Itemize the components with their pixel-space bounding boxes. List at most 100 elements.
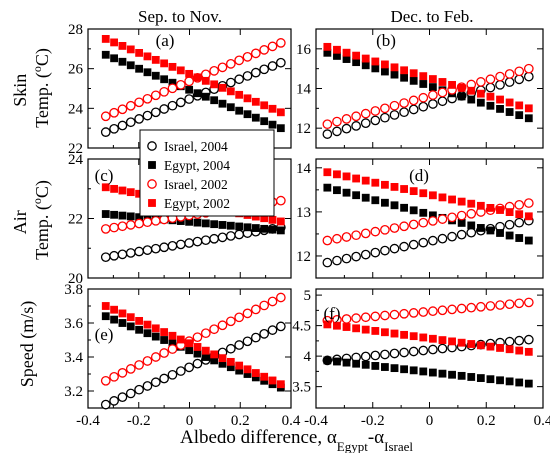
data-point — [380, 349, 390, 360]
data-point — [118, 319, 127, 327]
data-point — [371, 327, 380, 335]
data-point — [467, 221, 476, 230]
data-point — [151, 71, 160, 80]
data-point — [409, 206, 418, 215]
data-point — [135, 48, 144, 57]
data-point — [100, 224, 111, 234]
data-point — [226, 221, 235, 230]
data-point — [242, 336, 253, 347]
data-point — [400, 330, 408, 339]
x-tick-label: 0.4 — [534, 413, 550, 429]
y-tick-label: 3.6 — [64, 316, 83, 332]
data-point — [448, 195, 456, 204]
data-point — [341, 123, 352, 134]
data-point — [390, 63, 399, 72]
data-point — [389, 223, 400, 233]
data-point — [168, 331, 177, 340]
data-point — [390, 183, 399, 191]
data-point — [496, 105, 504, 113]
data-point — [360, 351, 371, 362]
data-point — [341, 114, 352, 124]
data-point — [135, 316, 144, 325]
data-point — [225, 231, 236, 241]
data-point — [485, 301, 496, 311]
data-point — [101, 183, 110, 192]
data-point — [125, 248, 136, 258]
data-point — [438, 193, 447, 202]
data-point — [390, 329, 399, 338]
data-point — [159, 373, 169, 384]
data-point — [333, 45, 341, 54]
data-point — [151, 332, 160, 341]
data-point — [437, 214, 448, 224]
data-point — [125, 117, 136, 128]
data-point — [260, 224, 269, 233]
y-tick-label: 3.4 — [64, 350, 83, 366]
series-egypt-2004 — [323, 183, 533, 245]
data-point — [400, 203, 408, 212]
data-point — [400, 365, 408, 374]
data-point — [235, 222, 244, 231]
legend-item-israel-2002: Israel, 2002 — [147, 177, 228, 192]
data-point — [268, 104, 277, 113]
data-point — [235, 361, 244, 370]
data-point — [352, 58, 361, 67]
data-point — [234, 340, 245, 350]
data-point — [485, 82, 496, 93]
y-tick-label: 28 — [68, 22, 83, 38]
data-point — [243, 94, 252, 103]
data-point — [118, 42, 127, 50]
data-point — [268, 120, 277, 129]
data-point — [409, 366, 418, 375]
data-point — [100, 252, 111, 263]
data-point — [126, 61, 135, 70]
x-tick-label: 0.4 — [282, 413, 301, 429]
x-tick-label: -0.2 — [361, 413, 385, 429]
data-point — [142, 356, 153, 366]
data-point — [168, 62, 177, 71]
data-point — [476, 374, 485, 382]
data-point — [217, 232, 228, 243]
data-point — [134, 97, 144, 108]
data-point — [322, 119, 333, 130]
data-point — [370, 311, 381, 322]
data-point — [235, 106, 244, 115]
data-point — [524, 114, 533, 123]
data-point — [428, 191, 437, 200]
data-point — [167, 83, 178, 94]
data-point — [438, 369, 447, 378]
data-point — [276, 108, 285, 117]
data-point — [504, 69, 515, 79]
data-point — [101, 210, 110, 218]
data-point — [514, 298, 525, 309]
data-point — [250, 332, 261, 343]
data-point — [150, 377, 161, 388]
data-point — [370, 247, 381, 258]
data-point — [234, 55, 245, 66]
data-point — [515, 111, 524, 120]
data-point — [408, 219, 419, 230]
data-point — [192, 236, 203, 247]
data-point — [409, 332, 418, 341]
data-point — [267, 61, 278, 71]
data-point — [160, 336, 169, 344]
y-tick-label: 13 — [296, 205, 311, 221]
panel-c: 20 22 24 (c) — [68, 152, 292, 287]
column-title-right: Dec. to Feb. — [390, 7, 473, 26]
data-point — [524, 212, 533, 221]
x-tick-label: 0.2 — [231, 413, 250, 429]
y-tick-label: 14 — [296, 161, 312, 177]
data-point — [418, 307, 429, 317]
y-tick-label: 3.5 — [292, 380, 311, 396]
data-point — [201, 92, 210, 101]
data-point — [523, 71, 534, 82]
data-point — [125, 364, 136, 374]
x-tick-label: -0.4 — [304, 413, 328, 429]
data-point — [505, 208, 514, 216]
y-tick-label: 24 — [68, 101, 84, 117]
data-point — [150, 90, 161, 101]
data-point — [514, 66, 525, 77]
data-point — [456, 210, 467, 221]
data-point — [409, 187, 418, 196]
data-point — [475, 301, 486, 312]
